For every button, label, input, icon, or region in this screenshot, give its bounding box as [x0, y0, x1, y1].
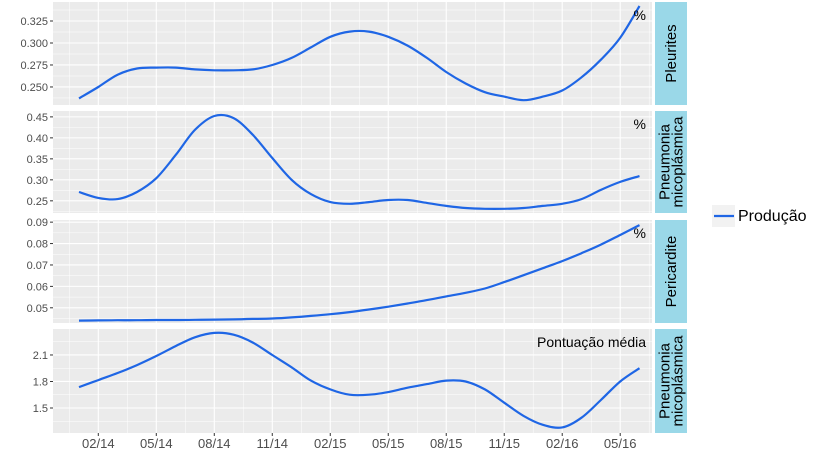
- x-tick-label: 11/14: [256, 436, 288, 451]
- facet-strip: [655, 2, 687, 105]
- panel-background: [53, 111, 652, 213]
- facet-strip: [655, 111, 687, 213]
- y-tick-label: 0.30: [27, 175, 48, 187]
- y-tick-label: 2.1: [33, 350, 48, 362]
- x-tick-label: 05/15: [372, 436, 405, 451]
- facet-strip-label: micoplásmica: [670, 116, 687, 208]
- panel-annotation: %: [634, 225, 646, 241]
- y-tick-label: 0.09: [27, 217, 48, 229]
- y-tick-label: 0.35: [27, 154, 48, 166]
- y-tick-label: 0.250: [20, 82, 48, 94]
- facet-panel: 0.05 0.06 0.07 0.08 0.09% Pericardite: [27, 217, 687, 323]
- panel-annotation: Pontuação média: [537, 334, 646, 350]
- y-tick-label: 0.05: [27, 303, 48, 315]
- facet-strip: [655, 329, 687, 433]
- legend-label: Produção: [738, 208, 807, 225]
- facet-strip-label: Pneumonia: [657, 123, 674, 200]
- y-tick-label: 0.325: [20, 16, 48, 28]
- facet-panel: 1.5 1.8 2.1 Pontuação média Pneumoniamicoplá…: [33, 329, 687, 433]
- y-tick-label: 0.06: [27, 281, 48, 293]
- facet-panel: 0.25 0.30 0.35 0.40 0.45 % Pneumoniamicoplásmi…: [27, 111, 687, 213]
- y-tick-label: 0.25: [27, 196, 48, 208]
- y-tick-label: 0.275: [20, 60, 48, 72]
- facet-strip-label: Pleurites: [663, 24, 680, 82]
- x-tick-label: 05/14: [140, 436, 173, 451]
- panel-background: [53, 2, 652, 105]
- x-axis: 02/14 05/14 08/14 11/14 02/15 05/15 08/15 11/15…: [82, 433, 636, 451]
- series-line-producao: [78, 113, 640, 210]
- x-tick-label: 02/15: [314, 436, 347, 451]
- facet-strip-label: micoplásmica: [670, 335, 687, 427]
- panel-annotation: %: [634, 116, 646, 132]
- y-tick-label: 0.07: [27, 260, 48, 272]
- facet-strip-label: Pericardite: [663, 236, 680, 308]
- x-tick-label: 02/14: [82, 436, 115, 451]
- panel-annotation: %: [634, 7, 646, 23]
- legend: Produção: [712, 205, 807, 227]
- facet-strip: [655, 220, 687, 323]
- y-tick-label: 0.40: [27, 133, 48, 145]
- panel-background: [53, 220, 652, 323]
- y-tick-label: 1.5: [33, 403, 48, 415]
- x-tick-label: 08/15: [430, 436, 463, 451]
- y-tick-label: 0.08: [27, 239, 48, 251]
- x-tick-label: 08/14: [198, 436, 231, 451]
- facet-strip-label: Pneumonia: [657, 342, 674, 419]
- series-line-producao: [78, 224, 641, 322]
- y-tick-label: 0.45: [27, 112, 48, 124]
- facet-panel: 0.250 0.275 0.300 0.325 % Pleurites: [20, 2, 687, 105]
- x-tick-label: 05/16: [604, 436, 637, 451]
- series-line-producao: [78, 331, 641, 429]
- y-tick-label: 0.300: [20, 38, 48, 50]
- series-line-producao: [78, 5, 641, 102]
- y-tick-label: 1.8: [33, 376, 48, 388]
- x-tick-label: 02/16: [546, 436, 579, 451]
- x-tick-label: 11/15: [488, 436, 520, 451]
